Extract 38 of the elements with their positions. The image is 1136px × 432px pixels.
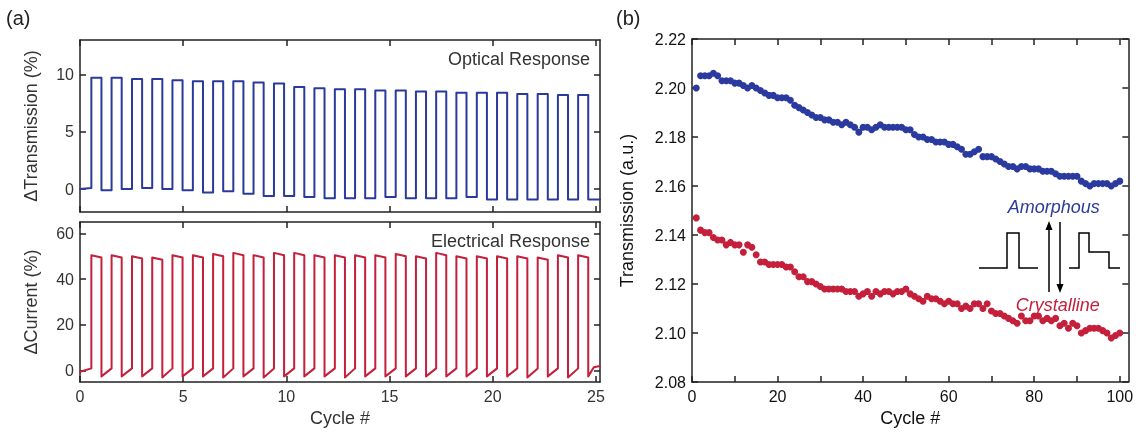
x-axis-title: Cycle # bbox=[309, 408, 371, 428]
y-tick-label: 2.14 bbox=[654, 226, 687, 244]
y-tick-label: 20 bbox=[56, 316, 75, 334]
text: (b) bbox=[616, 7, 641, 29]
x-tick-label: 20 bbox=[768, 387, 787, 405]
x-tick-label: 25 bbox=[586, 387, 605, 405]
y-tick-label: 2.12 bbox=[654, 275, 687, 293]
y-tick-label: 60 bbox=[56, 224, 75, 242]
y-tick-label: 2.20 bbox=[654, 79, 687, 97]
text: Electrical Response bbox=[430, 231, 590, 251]
x-tick-label: 10 bbox=[277, 387, 296, 405]
line-series bbox=[79, 251, 601, 379]
y-tick-label: 40 bbox=[56, 270, 75, 288]
x-tick-label: 100 bbox=[1106, 387, 1134, 405]
x-tick-label: 60 bbox=[939, 387, 958, 405]
x-tick-label: 40 bbox=[854, 387, 873, 405]
y-axis-title: ΔCurrent (%) bbox=[21, 249, 41, 355]
y-axis-title: ΔTransmission (%) bbox=[21, 50, 41, 202]
x-tick-label: 80 bbox=[1025, 387, 1044, 405]
x-tick-label: 5 bbox=[178, 387, 188, 405]
series-label: Crystalline bbox=[1015, 295, 1100, 316]
x-axis-title: Cycle # bbox=[880, 408, 941, 428]
line-series bbox=[79, 76, 601, 201]
series-label: Amorphous bbox=[1006, 197, 1100, 218]
y-tick-label: 0 bbox=[65, 180, 75, 198]
text: (a) bbox=[6, 7, 31, 29]
y-tick-label: 2.16 bbox=[654, 177, 687, 195]
y-tick-label: 2.10 bbox=[654, 324, 687, 342]
y-tick-label: 2.18 bbox=[654, 128, 687, 146]
y-tick-label: 5 bbox=[65, 123, 75, 141]
y-tick-label: 2.22 bbox=[654, 30, 687, 48]
text: Optical Response bbox=[447, 49, 590, 69]
x-tick-label: 20 bbox=[483, 387, 502, 405]
y-tick-label: 2.08 bbox=[654, 373, 687, 391]
y-tick-label: 10 bbox=[56, 65, 75, 83]
x-tick-label: 15 bbox=[380, 387, 399, 405]
y-axis-title: Transmission (a.u.) bbox=[617, 133, 637, 288]
y-tick-label: 0 bbox=[65, 362, 75, 380]
